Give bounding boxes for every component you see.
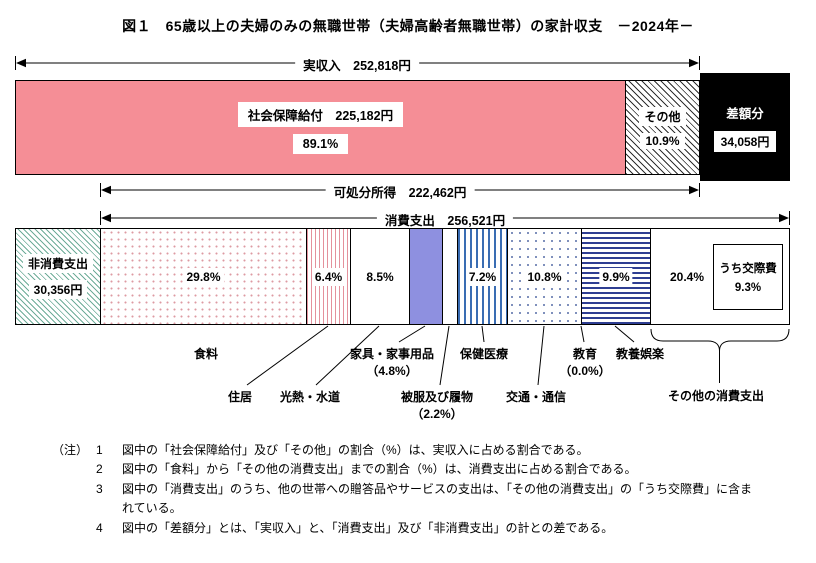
non-consumption-amount: 30,356円 bbox=[28, 280, 88, 299]
note-number: 2 bbox=[96, 462, 103, 477]
clothing-label: 被服及び履物 bbox=[400, 390, 474, 404]
other-income-percent: 10.9% bbox=[640, 132, 685, 149]
non-consumption-label: 非消費支出 bbox=[22, 254, 93, 273]
education-label: 教育 bbox=[572, 347, 598, 361]
furniture-segment bbox=[410, 229, 443, 324]
recreation-percent: 9.9% bbox=[599, 267, 633, 286]
social-expenses-label: うち交際費 bbox=[719, 263, 777, 275]
chart-title: 図１ 65歳以上の夫婦のみの無職世帯（夫婦高齢者無職世帯）の家計収支 －2024… bbox=[122, 18, 694, 34]
other-consumption-percent: 20.4% bbox=[669, 269, 705, 284]
income-total-label: 実収入 252,818円 bbox=[295, 54, 419, 75]
social-security-percent: 89.1% bbox=[292, 133, 349, 154]
notes-block: （注） 1 図中の「社会保障給付」及び「その他」の割合（%）は、実収入に占める割… bbox=[52, 441, 758, 538]
note-number: 3 bbox=[96, 481, 103, 496]
housing-label: 住居 bbox=[227, 390, 253, 404]
housing-segment: 6.4% bbox=[307, 229, 351, 324]
utilities-label: 光熱・水道 bbox=[279, 390, 341, 404]
utilities-percent: 8.5% bbox=[363, 267, 397, 286]
note-number: 4 bbox=[96, 520, 103, 535]
notes-heading: （注） bbox=[52, 443, 89, 457]
clothing-segment bbox=[443, 229, 458, 324]
income-bar: 社会保障給付 225,182円 89.1% その他 10.9% bbox=[15, 80, 700, 175]
food-label: 食料 bbox=[193, 347, 219, 361]
note-number: 1 bbox=[96, 443, 103, 457]
social-expenses-box: うち交際費 9.3% bbox=[713, 244, 783, 310]
social-expenses-percent: 9.3% bbox=[734, 282, 762, 294]
other-income-label: その他 bbox=[639, 106, 686, 126]
other-consumption-label: その他の消費支出 bbox=[667, 389, 765, 403]
expenditure-bar: 非消費支出 30,356円 29.8% 6.4% 8.5% 7.2% 10.8%… bbox=[15, 228, 790, 325]
education-percent: （0.0%） bbox=[559, 364, 611, 378]
recreation-label: 教養娯楽 bbox=[615, 347, 665, 361]
clothing-percent: （2.2%） bbox=[411, 407, 463, 421]
transport-label: 交通・通信 bbox=[505, 390, 567, 404]
other-consumption-brace bbox=[650, 328, 790, 383]
note-text: 図中の「食料」から「その他の消費支出」までの割合（%）は、消費支出に占める割合で… bbox=[122, 462, 637, 477]
furniture-percent: （4.8%） bbox=[366, 364, 418, 378]
furniture-label: 家具・家事用品 bbox=[349, 347, 435, 361]
transport-percent: 10.8% bbox=[524, 267, 565, 286]
food-segment: 29.8% bbox=[101, 229, 307, 324]
note-text: 図中の「社会保障給付」及び「その他」の割合（%）は、実収入に占める割合である。 bbox=[122, 443, 589, 457]
medical-segment: 7.2% bbox=[458, 229, 508, 324]
note-text: 図中の「消費支出」のうち、他の世帯への贈答品やサービスの支出は、「その他の消費支… bbox=[122, 481, 753, 516]
disposable-income-label: 可処分所得 222,462円 bbox=[325, 181, 475, 202]
other-consumption-segment: 20.4% うち交際費 9.3% bbox=[651, 229, 789, 324]
difference-box: 差額分 34,058円 bbox=[700, 73, 790, 181]
difference-label: 差額分 bbox=[726, 106, 764, 121]
other-income-segment: その他 10.9% bbox=[626, 81, 699, 174]
utilities-segment: 8.5% bbox=[351, 229, 410, 324]
medical-label: 保健医療 bbox=[459, 347, 509, 361]
transport-segment: 10.8% bbox=[508, 229, 582, 324]
recreation-segment: 9.9% bbox=[582, 229, 651, 324]
food-percent: 29.8% bbox=[183, 267, 224, 286]
social-security-label: 社会保障給付 225,182円 bbox=[237, 101, 404, 127]
housing-percent: 6.4% bbox=[311, 267, 346, 286]
difference-amount: 34,058円 bbox=[713, 130, 777, 152]
social-security-segment: 社会保障給付 225,182円 89.1% bbox=[16, 81, 626, 174]
note-text: 図中の「差額分」とは、「実収入」と、「消費支出」及び「非消費支出」の計との差であ… bbox=[122, 520, 614, 535]
non-consumption-segment: 非消費支出 30,356円 bbox=[16, 229, 101, 324]
medical-percent: 7.2% bbox=[465, 267, 500, 286]
consumption-total-label: 消費支出 256,521円 bbox=[376, 209, 514, 230]
